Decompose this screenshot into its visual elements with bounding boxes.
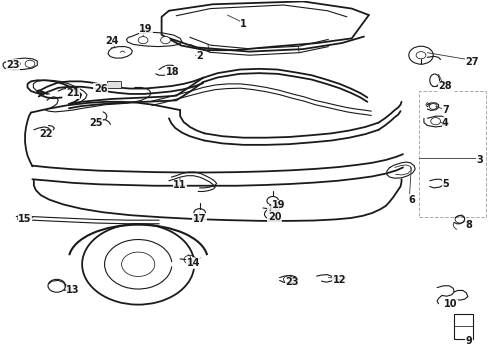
Text: 16: 16 xyxy=(267,204,281,215)
Circle shape xyxy=(25,60,35,67)
Text: 28: 28 xyxy=(438,81,451,91)
Circle shape xyxy=(138,37,148,44)
Text: 5: 5 xyxy=(441,179,448,189)
Text: 6: 6 xyxy=(407,195,414,205)
Circle shape xyxy=(160,37,170,44)
Text: 19: 19 xyxy=(139,24,152,35)
Text: 24: 24 xyxy=(105,36,119,46)
Text: 11: 11 xyxy=(173,180,186,190)
Text: 13: 13 xyxy=(66,285,80,296)
Text: 7: 7 xyxy=(441,105,448,115)
Text: 26: 26 xyxy=(94,84,107,94)
Text: 22: 22 xyxy=(39,129,52,139)
Text: 21: 21 xyxy=(66,88,80,98)
Text: 19: 19 xyxy=(271,200,285,210)
Text: 25: 25 xyxy=(89,118,102,128)
Text: 3: 3 xyxy=(476,155,483,165)
Text: 2: 2 xyxy=(196,51,203,61)
Text: 10: 10 xyxy=(443,299,456,309)
Circle shape xyxy=(10,60,20,67)
Text: 17: 17 xyxy=(192,214,206,224)
Text: 8: 8 xyxy=(465,220,471,230)
Text: 18: 18 xyxy=(165,67,179,77)
Text: 20: 20 xyxy=(267,212,281,221)
Text: 4: 4 xyxy=(441,118,448,128)
Text: 14: 14 xyxy=(186,258,200,268)
FancyBboxPatch shape xyxy=(107,81,121,88)
Text: 27: 27 xyxy=(464,57,478,67)
Text: 15: 15 xyxy=(18,214,32,224)
Text: 1: 1 xyxy=(240,19,246,29)
Text: 12: 12 xyxy=(332,275,346,285)
Circle shape xyxy=(430,118,440,125)
Text: 23: 23 xyxy=(285,277,299,287)
Text: 23: 23 xyxy=(6,59,20,69)
Text: 9: 9 xyxy=(465,336,471,346)
